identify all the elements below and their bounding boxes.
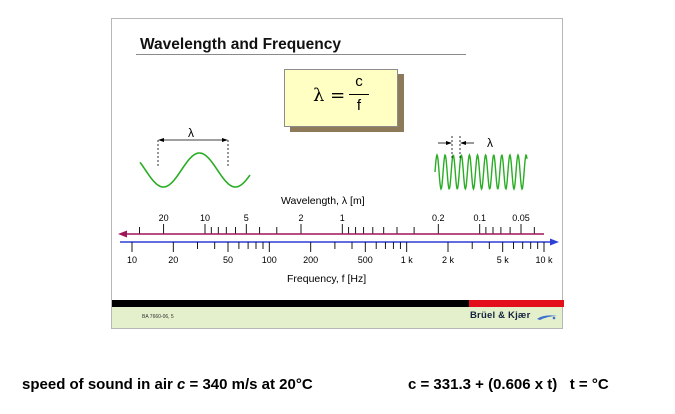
wavelength-tick-label: 0.05: [512, 213, 530, 223]
lambda-arrowhead-left-a: [158, 138, 164, 142]
caption-symbol: c: [177, 376, 186, 393]
short-wavelength-wave: [434, 153, 528, 191]
wavelength-tick-label: 10: [200, 213, 210, 223]
frequency-tick-label: 10: [127, 255, 137, 265]
frequency-axis-arrowhead: [550, 238, 559, 246]
lambda-label-left: λ: [188, 126, 194, 140]
brand-swoosh-icon: [537, 315, 557, 320]
wavelength-tick-label: 2: [298, 213, 303, 223]
frequency-tick-label: 5 k: [497, 255, 510, 265]
lambda-arrowhead-right-b: [460, 141, 466, 145]
formula-denominator: f: [356, 97, 362, 114]
wavelength-axis-arrowhead: [118, 230, 127, 238]
footer-strip: BA 7660-06, 5 Brüel & Kjær: [112, 307, 562, 328]
document-code: BA 7660-06, 5: [142, 314, 174, 320]
frequency-tick-label: 2 k: [442, 255, 455, 265]
formula-numerator: c: [355, 73, 363, 90]
wavelength-tick-label: 5: [244, 213, 249, 223]
speed-formula-caption: c = 331.3 + (0.606 x t) t = °C: [408, 376, 609, 393]
frequency-tick-label: 100: [262, 255, 277, 265]
title-underline: [136, 54, 466, 55]
frequency-tick-labels: 10 20 50 100 200 500 1 k 2 k 5 k 10 k: [127, 255, 553, 265]
wavelength-tick-label: 1: [340, 213, 345, 223]
frequency-tick-label: 200: [303, 255, 318, 265]
caption-suffix: = 340 m/s at 20°C: [185, 376, 313, 393]
frequency-tick-label: 10 k: [535, 255, 553, 265]
speed-of-sound-caption: speed of sound in air c = 340 m/s at 20°…: [22, 376, 313, 393]
frequency-axis-label: Frequency, f [Hz]: [287, 273, 366, 285]
wavelength-ticks: [139, 224, 535, 234]
frequency-tick-label: 20: [168, 255, 178, 265]
wavelength-tick-label: 0.1: [473, 213, 486, 223]
lambda-label-right: λ: [487, 136, 493, 150]
frequency-tick-label: 50: [223, 255, 233, 265]
long-wavelength-wave: [139, 152, 251, 188]
formula-box: λ = c f: [284, 69, 398, 127]
frequency-tick-label: 500: [358, 255, 373, 265]
formula-lhs: λ =: [313, 85, 346, 106]
slide-title: Wavelength and Frequency: [140, 36, 341, 53]
wavelength-tick-label: 0.2: [432, 213, 445, 223]
footer-bar-red: [469, 300, 564, 307]
footer-bar-black: [112, 300, 469, 307]
frequency-tick-label: 1 k: [401, 255, 414, 265]
brand-logo: Brüel & Kjær: [470, 310, 531, 321]
formula-fraction-bar: [349, 94, 369, 95]
lambda-arrowhead-left-b: [222, 138, 228, 142]
wavelength-axis-label: Wavelength, λ [m]: [281, 195, 365, 207]
lambda-arrowhead-right-a: [446, 141, 452, 145]
wavelength-tick-label: 20: [159, 213, 169, 223]
frequency-ticks: [131, 242, 545, 252]
wavelength-tick-labels: 20 10 5 2 1 0.2 0.1 0.05: [159, 213, 530, 223]
caption-prefix: speed of sound in air: [22, 376, 178, 393]
